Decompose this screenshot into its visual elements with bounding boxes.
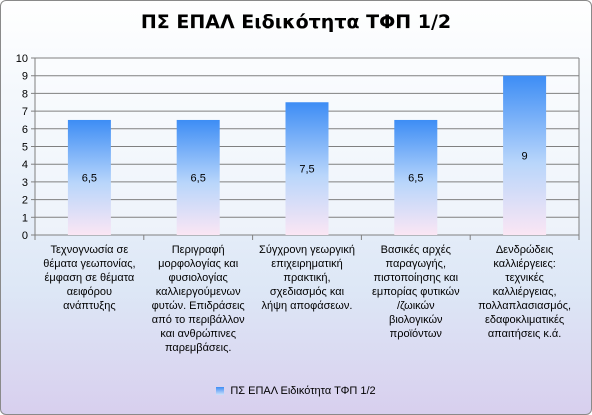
x-tick-label-line: παραγωγής, — [385, 258, 447, 270]
x-tick-label-line: φυτών. Επιδράσεις — [151, 300, 245, 312]
x-tick-label-line: εμπορίας φυτικών — [371, 286, 460, 298]
bar — [67, 119, 111, 235]
x-tick-label-line: /ζωικών — [396, 300, 435, 312]
chart-title: ΠΣ ΕΠΑΛ Ειδικότητα ΤΦΠ 1/2 — [140, 11, 452, 33]
x-tick-label-line: καλλιέργειας, — [492, 286, 557, 298]
y-tick-label: 0 — [22, 230, 28, 242]
y-tick-label: 4 — [22, 159, 28, 171]
x-tick-label: Σύγχρονη γεωργική επιχειρηματική πρακτική,… — [255, 243, 360, 313]
legend-swatch — [216, 387, 225, 396]
bar — [394, 119, 438, 235]
x-tick-label: Δενδρώδεις καλλιέργειες: τεχνικές καλλιέργε… — [472, 243, 577, 341]
x-tick-label-line: καλλιεργούμενων — [155, 286, 241, 298]
y-tick-label: 7 — [22, 106, 28, 118]
y-tick-label: 10 — [16, 53, 28, 65]
bar — [176, 119, 220, 235]
y-tick-label: 8 — [22, 88, 28, 100]
x-tick-label-line: αειφόρου — [66, 286, 113, 298]
data-label: 6,5 — [82, 172, 97, 184]
x-tick-label: Τεχνογνωσία σε θέματα γεωπονίας, έμφαση σε… — [37, 243, 142, 313]
y-tick-label: 2 — [22, 195, 28, 207]
y-tick-label: 9 — [22, 71, 28, 83]
x-tick-label-line: παρεμβάσεις. — [164, 342, 232, 354]
x-tick-label-line: βιολογικών — [389, 314, 443, 326]
x-tick-label-line: λήψη αποφάσεων. — [261, 300, 353, 312]
x-tick-label-line: έμφαση σε θέματα — [44, 272, 135, 284]
x-tick-label-line: πρακτική, — [283, 272, 331, 284]
x-tick-label-line: προϊόντων — [389, 328, 442, 340]
bar — [285, 102, 329, 235]
x-tick-label-line: Περιγραφή — [171, 244, 225, 256]
x-tick-label-line: πολλαπλασιασμός, — [478, 300, 572, 312]
x-tick-label-line: εδαφοκλιματικές — [484, 314, 565, 326]
data-label: 6,5 — [408, 172, 423, 184]
y-tick-label: 6 — [22, 124, 28, 136]
x-tick-label: Περιγραφή μορφολογίας και φυσιολογίας καλλι… — [146, 243, 251, 355]
x-tick-label-line: πιστοποίησης και — [373, 272, 459, 284]
x-tick-label: Βασικές αρχές παραγωγής, πιστοποίησης και ε… — [363, 243, 468, 341]
data-label: 6,5 — [191, 172, 206, 184]
legend-label: ΠΣ ΕΠΑΛ Ειδικότητα ΤΦΠ 1/2 — [230, 385, 376, 398]
data-label: 9 — [522, 150, 528, 162]
data-label: 7,5 — [299, 164, 314, 176]
bar — [503, 75, 547, 235]
x-tick-label-line: Βασικές αρχές — [380, 244, 451, 256]
y-tick-label: 3 — [22, 177, 28, 189]
x-tick-label-line: απαιτήσεις κ.ά. — [487, 328, 562, 340]
x-tick-label-line: Δενδρώδεις — [495, 244, 554, 256]
x-tick-label-line: Σύγχρονη γεωργική — [259, 244, 355, 256]
x-tick-label-line: ανάπτυξης — [63, 300, 116, 312]
x-tick-label-line: σχεδιασμός και — [269, 286, 345, 298]
x-tick-label-line: μορφολογίας και — [158, 258, 239, 270]
legend: ΠΣ ΕΠΑΛ Ειδικότητα ΤΦΠ 1/2 — [1, 385, 591, 397]
y-tick-label: 1 — [22, 212, 28, 224]
x-tick-label-line: θέματα γεωπονίας, — [43, 258, 136, 270]
x-tick-label-line: Τεχνογνωσία σε — [50, 244, 129, 256]
y-tick-label: 5 — [22, 142, 28, 154]
x-tick-label-line: τεχνικές — [505, 272, 544, 284]
x-tick-label-line: επιχειρηματική — [271, 258, 343, 270]
x-tick-label-line: και ανθρώπινες — [160, 328, 237, 340]
x-tick-label-line: φυσιολογίας — [168, 272, 228, 284]
x-tick-label-line: από το περιβάλλον — [151, 314, 245, 326]
x-tick-label-line: καλλιέργειες: — [493, 258, 556, 270]
